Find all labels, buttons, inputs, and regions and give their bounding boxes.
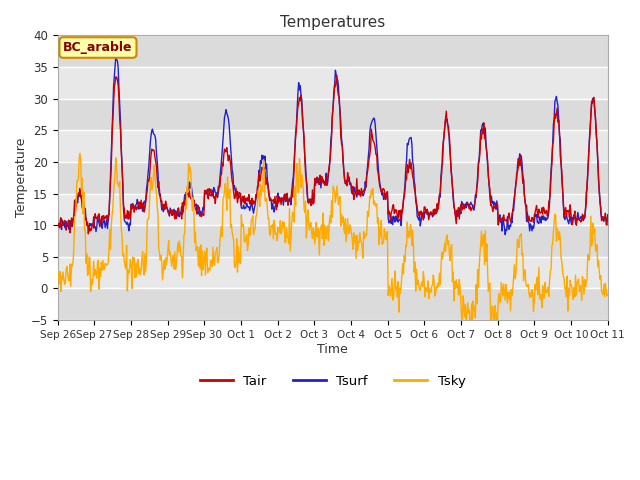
X-axis label: Time: Time	[317, 343, 348, 356]
Bar	[58, 288, 608, 320]
Y-axis label: Temperature: Temperature	[15, 138, 28, 217]
Bar	[58, 98, 608, 130]
Bar	[58, 225, 608, 257]
Legend: Tair, Tsurf, Tsky: Tair, Tsurf, Tsky	[195, 370, 471, 393]
Title: Temperatures: Temperatures	[280, 15, 385, 30]
Bar	[58, 162, 608, 193]
Bar	[58, 36, 608, 67]
Text: BC_arable: BC_arable	[63, 41, 132, 54]
